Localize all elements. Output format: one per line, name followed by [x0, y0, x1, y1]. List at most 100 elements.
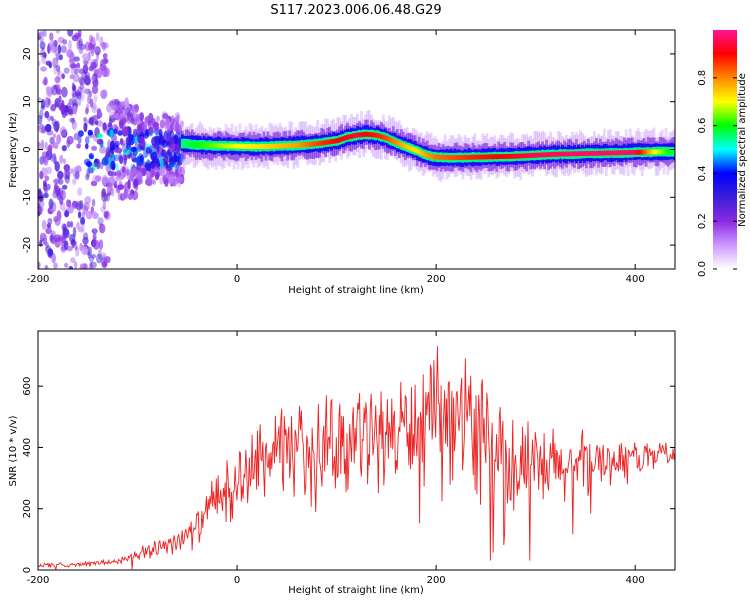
spectrogram-ridge-cell [465, 155, 469, 160]
spectrogram-noise-cell [41, 56, 47, 64]
spectrogram-noise-cell [41, 219, 47, 230]
spectrogram-ridge-cell [575, 151, 578, 157]
spectrogram-ridge-cell [602, 150, 606, 156]
x-tick-label: 0 [234, 575, 240, 586]
spectrogram-noise-cell [157, 145, 161, 153]
spectrogram-noise-cell [81, 70, 87, 81]
spectrogram-noise-cell [59, 126, 67, 137]
x-tick-label: 200 [427, 575, 446, 586]
spectrogram-noise-cell [39, 170, 44, 180]
spectrogram-noise-cell [67, 105, 73, 116]
spectrogram-ridge-cell [449, 155, 453, 160]
spectrogram-ridge-cell [312, 141, 316, 147]
spectrogram-noise-cell [115, 147, 123, 154]
spectrogram-noise-cell [159, 177, 164, 185]
spectrogram-ridge-cell [445, 155, 449, 160]
spectrogram-noise-cell [96, 51, 100, 62]
spectrogram-ridge-cell [260, 144, 264, 149]
spectrogram-ridge-cell [473, 154, 477, 160]
spectrogram-noise-cell [76, 143, 81, 149]
spectrogram-ridge-cell [332, 138, 335, 144]
spectrogram-noise-cell [123, 148, 130, 156]
colorbar-ticks: 0.0 0.2 0.4 0.6 0.8 [697, 70, 737, 277]
spectrogram-ridge-cell [525, 153, 529, 159]
spectrogram-ridge-cell [650, 149, 654, 155]
spectrogram-ridge-cell [632, 150, 636, 155]
spectrogram-ridge-cell [316, 141, 320, 146]
spectrogram-noise-cell [55, 30, 60, 34]
spectrogram-ridge-cell [272, 143, 276, 149]
spectrogram-noise-cell [82, 53, 89, 60]
spectrogram-noise-cell [130, 112, 134, 119]
spectrogram-noise-cell [56, 134, 61, 145]
spectrogram-ridge-cell [630, 150, 634, 155]
spectrogram-noise-cell [92, 174, 99, 184]
spectrogram-ridge-cell [415, 148, 419, 154]
spectrogram-ridge-cell [192, 142, 196, 147]
spectrogram-noise-cell [38, 97, 42, 103]
spectrogram-ridge-cell [405, 144, 409, 150]
spectrogram-ridge-cell [581, 151, 584, 156]
spectrogram-noise-cell [83, 122, 88, 133]
snr-frame [37, 330, 676, 571]
spectrogram-noise-cell [145, 175, 153, 186]
spectrogram-ridge-cell [397, 141, 401, 146]
spectrogram-noise-cell [164, 131, 169, 141]
spectrogram-noise-cell [86, 246, 93, 256]
spectrogram-ridge-cell [182, 141, 186, 147]
spectrogram-ridge-cell [358, 132, 361, 138]
spectrogram-ridge-cell [210, 143, 214, 148]
spectrogram-noise-cell [57, 170, 64, 180]
spectrogram-noise-cell [171, 177, 177, 187]
spectrogram-noise-cell [68, 265, 73, 269]
spectrogram-noise-cell [131, 107, 138, 115]
spectrogram-noise-cell [82, 232, 89, 241]
spectrogram-noise-cell [45, 60, 52, 66]
spectrogram-noise-cell [44, 123, 52, 133]
spectrogram-ridge-cell [519, 153, 523, 159]
spectrogram-ridge-cell [585, 151, 588, 156]
spectrogram-noise-cell [145, 146, 151, 154]
spectrogram-ridge-cell [610, 150, 614, 156]
spectrogram-ridge-cell [382, 134, 385, 140]
spectrogram-ridge-cell [642, 149, 646, 155]
spectrogram-ridge-cell [338, 137, 341, 143]
spectrogram-noise-cell [161, 149, 165, 157]
spectrogram-ridge-cell [477, 154, 481, 160]
spectrogram-noise-cell [43, 76, 48, 86]
spectrogram-noise-cell [53, 262, 58, 269]
spectrogram-ridge-cell [479, 154, 483, 160]
spectrogram-ridge-cell [236, 143, 240, 149]
spectrogram-noise-cell [72, 84, 77, 92]
spectrogram-noise-cell [84, 88, 91, 95]
spectrogram-noise-cell [121, 166, 126, 174]
spectrogram-noise-cell [100, 205, 106, 213]
spectrogram-noise-cell [145, 128, 149, 137]
spectrogram-noise-cell [91, 228, 98, 234]
spectrogram-noise-cell [164, 177, 169, 188]
spectrogram-ridge-cell [543, 152, 546, 158]
spectrogram-noise-cell [64, 210, 69, 218]
spectrogram-noise-cell [45, 183, 51, 191]
spectrogram-noise-cell [160, 149, 167, 158]
spectrogram-noise-cell [61, 73, 65, 80]
spectrogram-noise-cell [86, 103, 90, 114]
spectrogram-ridge-cell [222, 143, 226, 149]
spectrogram-noise-cell [89, 90, 93, 98]
spectrogram-noise-cell [74, 68, 79, 75]
spectrogram-noise-cell [121, 126, 128, 137]
spectrogram-ridge-cell [481, 154, 485, 160]
spectrogram-ridge-cell [421, 151, 425, 157]
spectrogram-noise-cell [159, 167, 166, 177]
spectrogram-ridge-cell [577, 151, 580, 157]
spectrogram-ridge-cell [595, 150, 598, 156]
spectrogram-ylabel: Frequency (Hz) [8, 112, 19, 188]
spectrogram-noise-cell [165, 124, 171, 134]
spectrogram-ridge-cell [597, 150, 600, 156]
spectrogram-ridge-cell [300, 142, 304, 148]
spectrogram-noise-cell [63, 67, 70, 74]
spectrogram-ridge-cell [206, 142, 210, 148]
spectrogram-noise-cell [105, 146, 111, 158]
spectrogram-noise-cell [96, 138, 104, 145]
